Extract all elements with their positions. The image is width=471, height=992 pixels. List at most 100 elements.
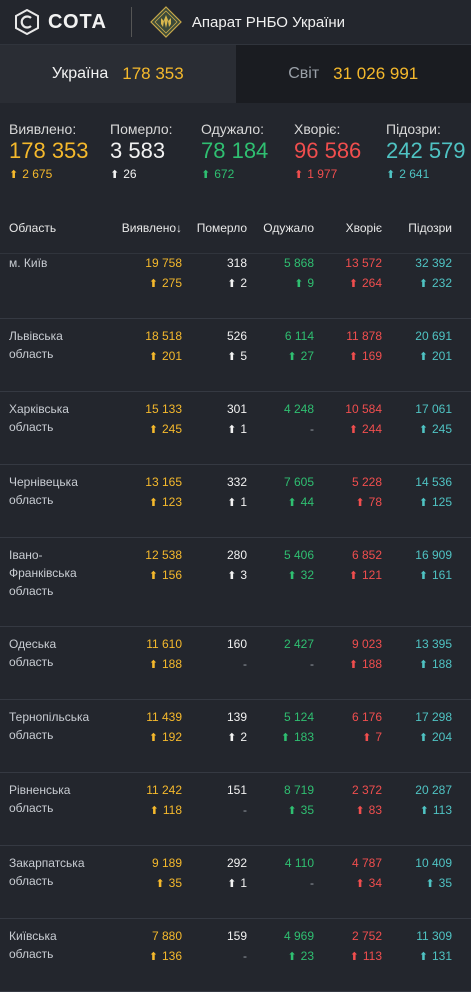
suspected-delta: ⬆131 [382,947,452,966]
suspected-delta: ⬆245 [382,420,452,439]
sick-delta-value: 78 [369,495,382,509]
suspected-value: 10 409 [382,854,452,872]
sick-delta: ⬆7 [314,728,382,747]
arrow-up-icon: ⬆ [419,348,428,366]
stat-recovered: Одужало: 78 184 ⬆672 [201,121,294,203]
deaths-value: 139 [182,708,247,726]
confirmed-delta: ⬆201 [100,347,182,366]
confirmed-delta: ⬆118 [100,801,182,820]
sick-delta-value: 113 [363,949,382,963]
confirmed-delta-value: 123 [162,495,182,509]
sick-delta-value: 34 [369,876,382,890]
arrow-up-icon: ⬆ [287,802,296,820]
arrow-up-icon: ⬆ [349,421,358,439]
sick-delta-value: 188 [362,657,382,671]
deaths-delta: ⬆1 [182,874,247,893]
arrow-up-icon: ⬆ [227,421,236,439]
deaths-delta-value: 2 [240,276,247,290]
recovered-cell: 4 110- [247,846,314,918]
deaths-cell: 159- [182,919,247,991]
stat-suspected: Підозри: 242 579 ⬆2 641 [386,121,471,203]
sick-delta-value: 244 [362,422,382,436]
deaths-value: 526 [182,327,247,345]
tab-ukraine[interactable]: Україна 178 353 [0,45,236,103]
confirmed-delta: ⬆136 [100,947,182,966]
header-region[interactable]: Область [0,221,100,235]
suspected-value: 16 909 [382,546,452,564]
deaths-delta-value: 5 [240,349,247,363]
confirmed-delta-value: 35 [169,876,182,890]
suspected-delta: ⬆35 [382,874,452,893]
arrow-up-icon: ⬆ [349,656,358,674]
recovered-delta: ⬆9 [247,274,314,293]
header-confirmed[interactable]: Виявлено↓ [100,221,182,235]
suspected-value: 17 298 [382,708,452,726]
sick-delta: ⬆ 188 [314,655,382,674]
sick-cell: 13 572⬆264 [314,246,382,318]
sick-value: 9 023 [314,635,382,653]
stat-confirmed-value: 178 353 [9,139,110,163]
deaths-cell: 151- [182,773,247,845]
sick-value: 10 584 [314,400,382,418]
arrow-up-icon: ⬆ [349,348,358,366]
header-suspected[interactable]: Підозри [382,221,462,235]
arrow-up-icon: ⬆ [420,802,429,820]
stat-recovered-value: 78 184 [201,139,294,163]
deaths-cell: 301⬆1 [182,392,247,464]
sota-logo[interactable]: СОТА [14,9,107,35]
stat-sick: Хворіє: 96 586 ⬆1 977 [294,121,386,203]
confirmed-value: 13 165 [100,473,182,491]
sick-delta: ⬆ 244 [314,420,382,439]
header-deaths[interactable]: Померло [182,221,247,235]
recovered-delta-value: 32 [301,568,314,582]
arrow-up-icon: ⬆ [149,348,158,366]
arrow-up-icon: ⬆ [355,494,364,512]
recovered-delta-value: 35 [301,803,314,817]
deaths-value: 151 [182,781,247,799]
region-name: Тернопільська область [0,700,100,772]
deaths-cell: 139⬆2 [182,700,247,772]
sick-value: 6 852 [314,546,382,564]
arrow-up-icon: ⬆ [362,729,371,747]
confirmed-cell: 13 165⬆123 [100,465,182,537]
sick-cell: 10 584 ⬆ 244 [314,392,382,464]
stat-deaths: Померло: 3 583 ⬆26 [110,121,201,203]
tab-world[interactable]: Світ 31 026 991 [236,45,471,103]
sick-delta-value: 169 [362,349,382,363]
stat-deaths-delta: ⬆26 [110,167,201,181]
arrow-up-icon: ⬆ [155,875,164,893]
confirmed-value: 18 518 [100,327,182,345]
arrow-up-icon: ⬆ [227,875,236,893]
header-sick[interactable]: Хворіє [314,221,382,235]
stat-suspected-value: 242 579 [386,139,471,163]
sick-delta-value: 121 [362,568,382,582]
stat-deaths-value: 3 583 [110,139,201,163]
sick-value: 6 176 [314,708,382,726]
suspected-cell: 10 409 ⬆35 [382,846,462,918]
recovered-value: 4 248 [247,400,314,418]
confirmed-cell: 9 189⬆35 [100,846,182,918]
confirmed-cell: 19 758⬆275 [100,246,182,318]
header-recovered[interactable]: Одужало [247,221,314,235]
sick-cell: 4 787⬆34 [314,846,382,918]
region-tabs: Україна 178 353 Світ 31 026 991 [0,45,471,103]
recovered-value: 2 427 [247,635,314,653]
suspected-delta: ⬆204 [382,728,452,747]
deaths-value: 160 [182,635,247,653]
arrow-up-icon: ⬆ [149,656,158,674]
recovered-value: 7 605 [247,473,314,491]
confirmed-delta-value: 118 [163,803,182,817]
deaths-delta-value: 2 [240,730,247,744]
suspected-cell: 16 909⬆161 [382,538,462,626]
org-link[interactable]: Апарат РНБО України [150,6,345,38]
